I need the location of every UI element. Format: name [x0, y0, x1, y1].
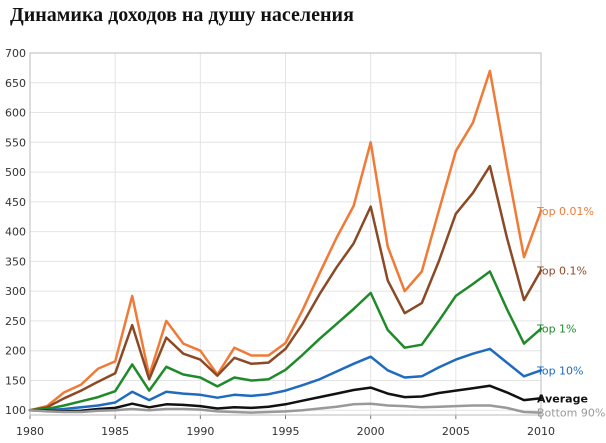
y-tick-label: 450	[5, 196, 26, 209]
y-tick-label: 550	[5, 136, 26, 149]
series-line	[28, 384, 543, 413]
x-tick-label: 1990	[186, 425, 214, 438]
series-label: Average	[537, 392, 588, 405]
page-title: Динамика доходов на душу населения	[10, 4, 354, 26]
series-line	[28, 270, 543, 412]
series-line	[28, 347, 543, 412]
y-tick-label: 400	[5, 226, 26, 239]
x-tick-label: 1985	[101, 425, 129, 438]
y-tick-label: 200	[5, 345, 26, 358]
y-tick-label: 600	[5, 107, 26, 120]
x-tick-label: 2005	[442, 425, 470, 438]
y-tick-label: 150	[5, 374, 26, 387]
series-lines	[28, 69, 543, 414]
x-tick-label: 2010	[527, 425, 555, 438]
series-line	[28, 69, 543, 412]
plot-frame	[29, 52, 542, 416]
y-tick-label: 650	[5, 77, 26, 90]
series-labels: Top 0.01% Top 0.1% Top 1% Top 10% Average Bot…	[536, 205, 605, 420]
y-tick-label: 300	[5, 285, 26, 298]
y-tick-label: 100	[5, 404, 26, 417]
y-tick-label: 250	[5, 315, 26, 328]
chart-axes	[29, 52, 542, 419]
y-tick-label: 700	[5, 47, 26, 60]
x-tick-labels: 1980 1985 1990 1995 2000 2005 2010	[16, 425, 555, 438]
y-tick-labels: 100 150 200 250 300 350 400 450 500 550 600 650 700	[5, 47, 26, 417]
series-label: Bottom 90%	[537, 407, 605, 420]
series-label: Top 0.01%	[536, 205, 594, 218]
y-tick-label: 500	[5, 166, 26, 179]
series-label: Top 1%	[536, 323, 577, 336]
series-label: Top 10%	[536, 364, 584, 377]
x-tick-label: 2000	[357, 425, 385, 438]
series-label: Top 0.1%	[536, 264, 587, 277]
x-tick-label: 1995	[272, 425, 300, 438]
y-tick-label: 350	[5, 255, 26, 268]
x-tick-label: 1980	[16, 425, 44, 438]
series-line	[28, 164, 543, 412]
series-line	[28, 402, 543, 414]
chart-grid	[29, 52, 542, 415]
